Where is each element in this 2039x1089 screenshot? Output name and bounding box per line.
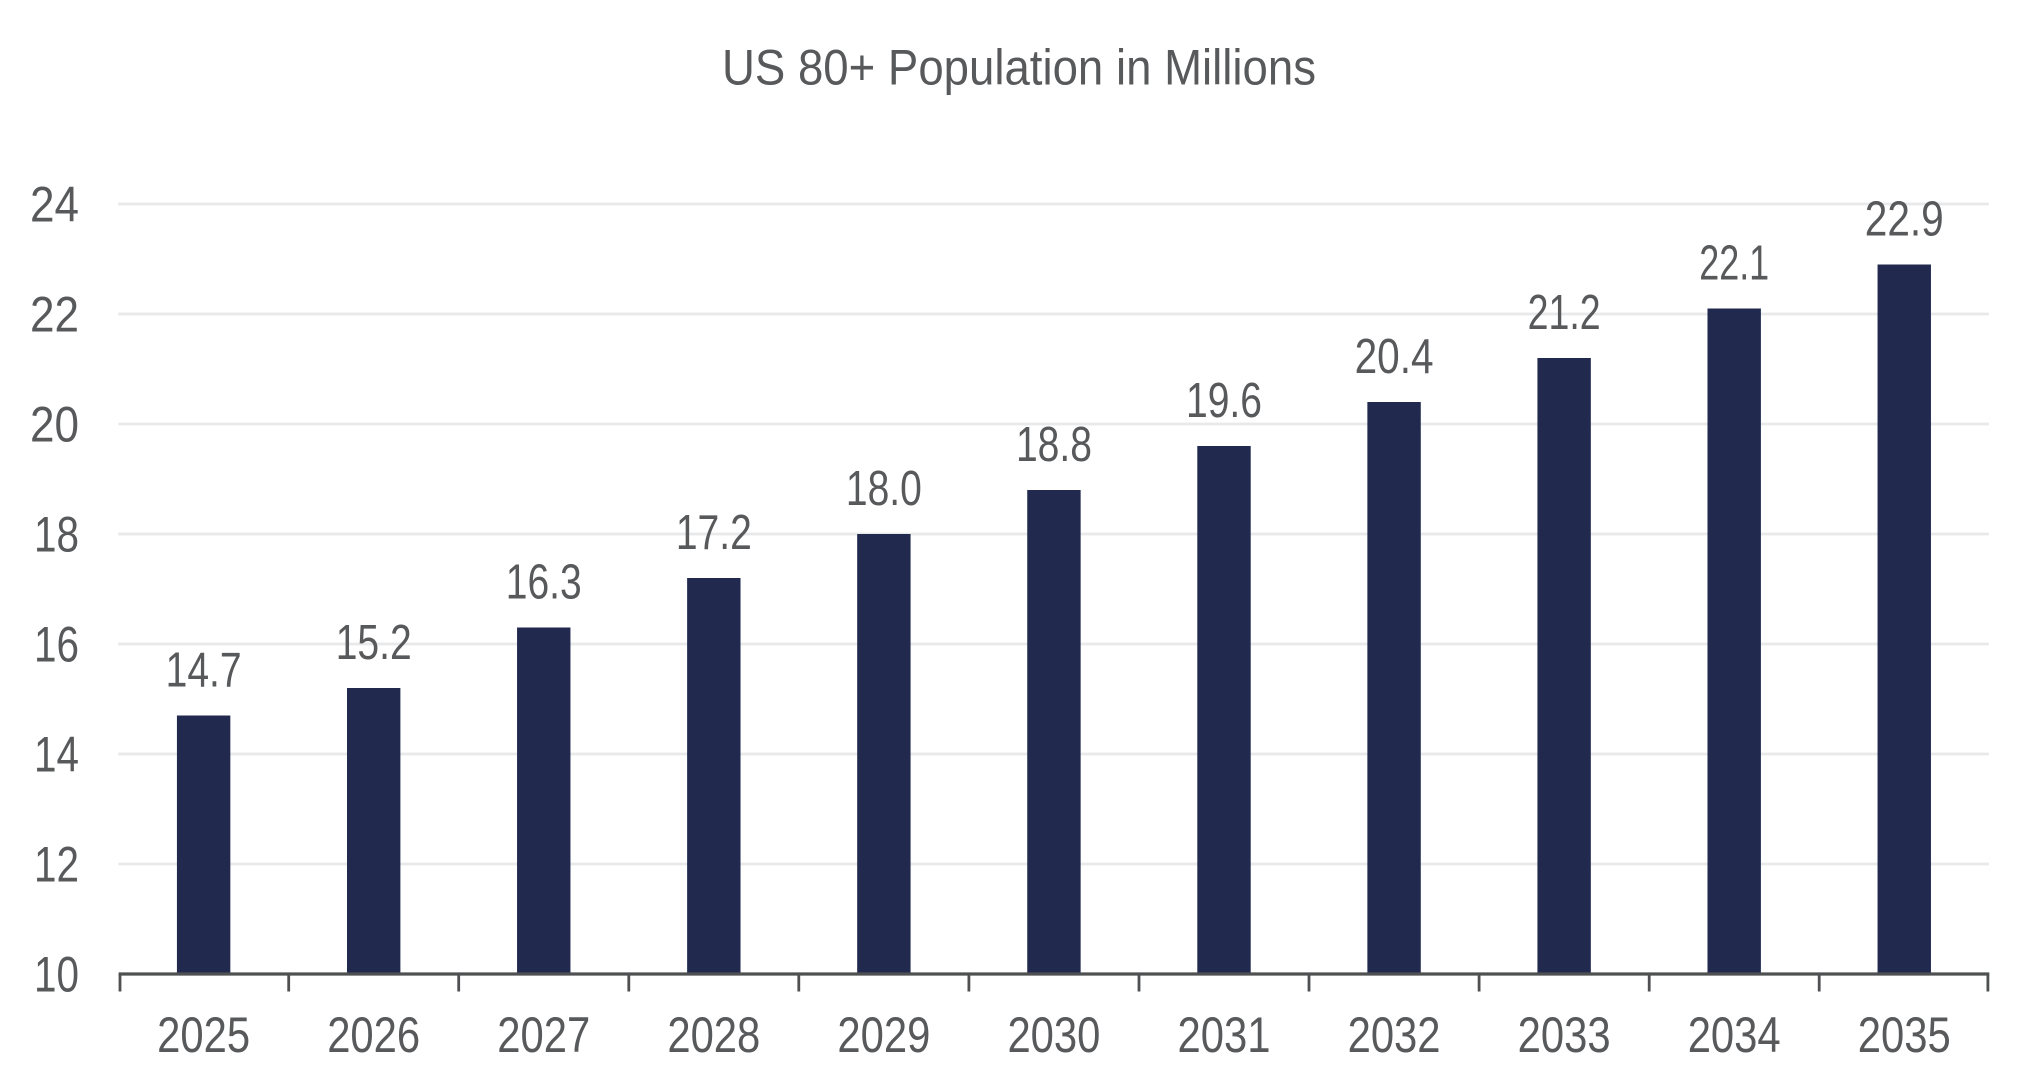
svg-text:2031: 2031 <box>1178 1007 1271 1063</box>
svg-text:10: 10 <box>34 947 79 1003</box>
svg-text:20.4: 20.4 <box>1355 330 1434 384</box>
svg-text:18.0: 18.0 <box>846 462 922 516</box>
svg-text:US 80+ Population in Millions: US 80+ Population in Millions <box>722 39 1316 95</box>
svg-text:20: 20 <box>30 397 79 453</box>
svg-text:24: 24 <box>30 177 79 233</box>
svg-text:15.2: 15.2 <box>336 616 412 670</box>
svg-text:2034: 2034 <box>1688 1007 1781 1063</box>
svg-text:18: 18 <box>34 507 79 563</box>
svg-text:19.6: 19.6 <box>1186 374 1262 428</box>
svg-text:16: 16 <box>34 617 79 673</box>
svg-text:2035: 2035 <box>1858 1007 1951 1063</box>
svg-text:2032: 2032 <box>1348 1007 1441 1063</box>
svg-text:16.3: 16.3 <box>506 556 582 610</box>
svg-text:18.8: 18.8 <box>1016 418 1092 472</box>
svg-text:2033: 2033 <box>1518 1007 1611 1063</box>
svg-text:2030: 2030 <box>1007 1007 1100 1063</box>
svg-text:12: 12 <box>34 837 79 893</box>
svg-text:2029: 2029 <box>837 1007 930 1063</box>
svg-text:2025: 2025 <box>157 1007 250 1063</box>
svg-text:22: 22 <box>30 287 79 343</box>
svg-text:22.1: 22.1 <box>1699 237 1769 291</box>
svg-text:21.2: 21.2 <box>1528 286 1601 340</box>
svg-text:17.2: 17.2 <box>676 506 752 560</box>
svg-text:22.9: 22.9 <box>1865 193 1944 247</box>
svg-text:14.7: 14.7 <box>166 644 242 698</box>
svg-text:2027: 2027 <box>497 1007 590 1063</box>
svg-text:2026: 2026 <box>327 1007 420 1063</box>
svg-text:2028: 2028 <box>667 1007 760 1063</box>
svg-text:14: 14 <box>34 727 79 783</box>
